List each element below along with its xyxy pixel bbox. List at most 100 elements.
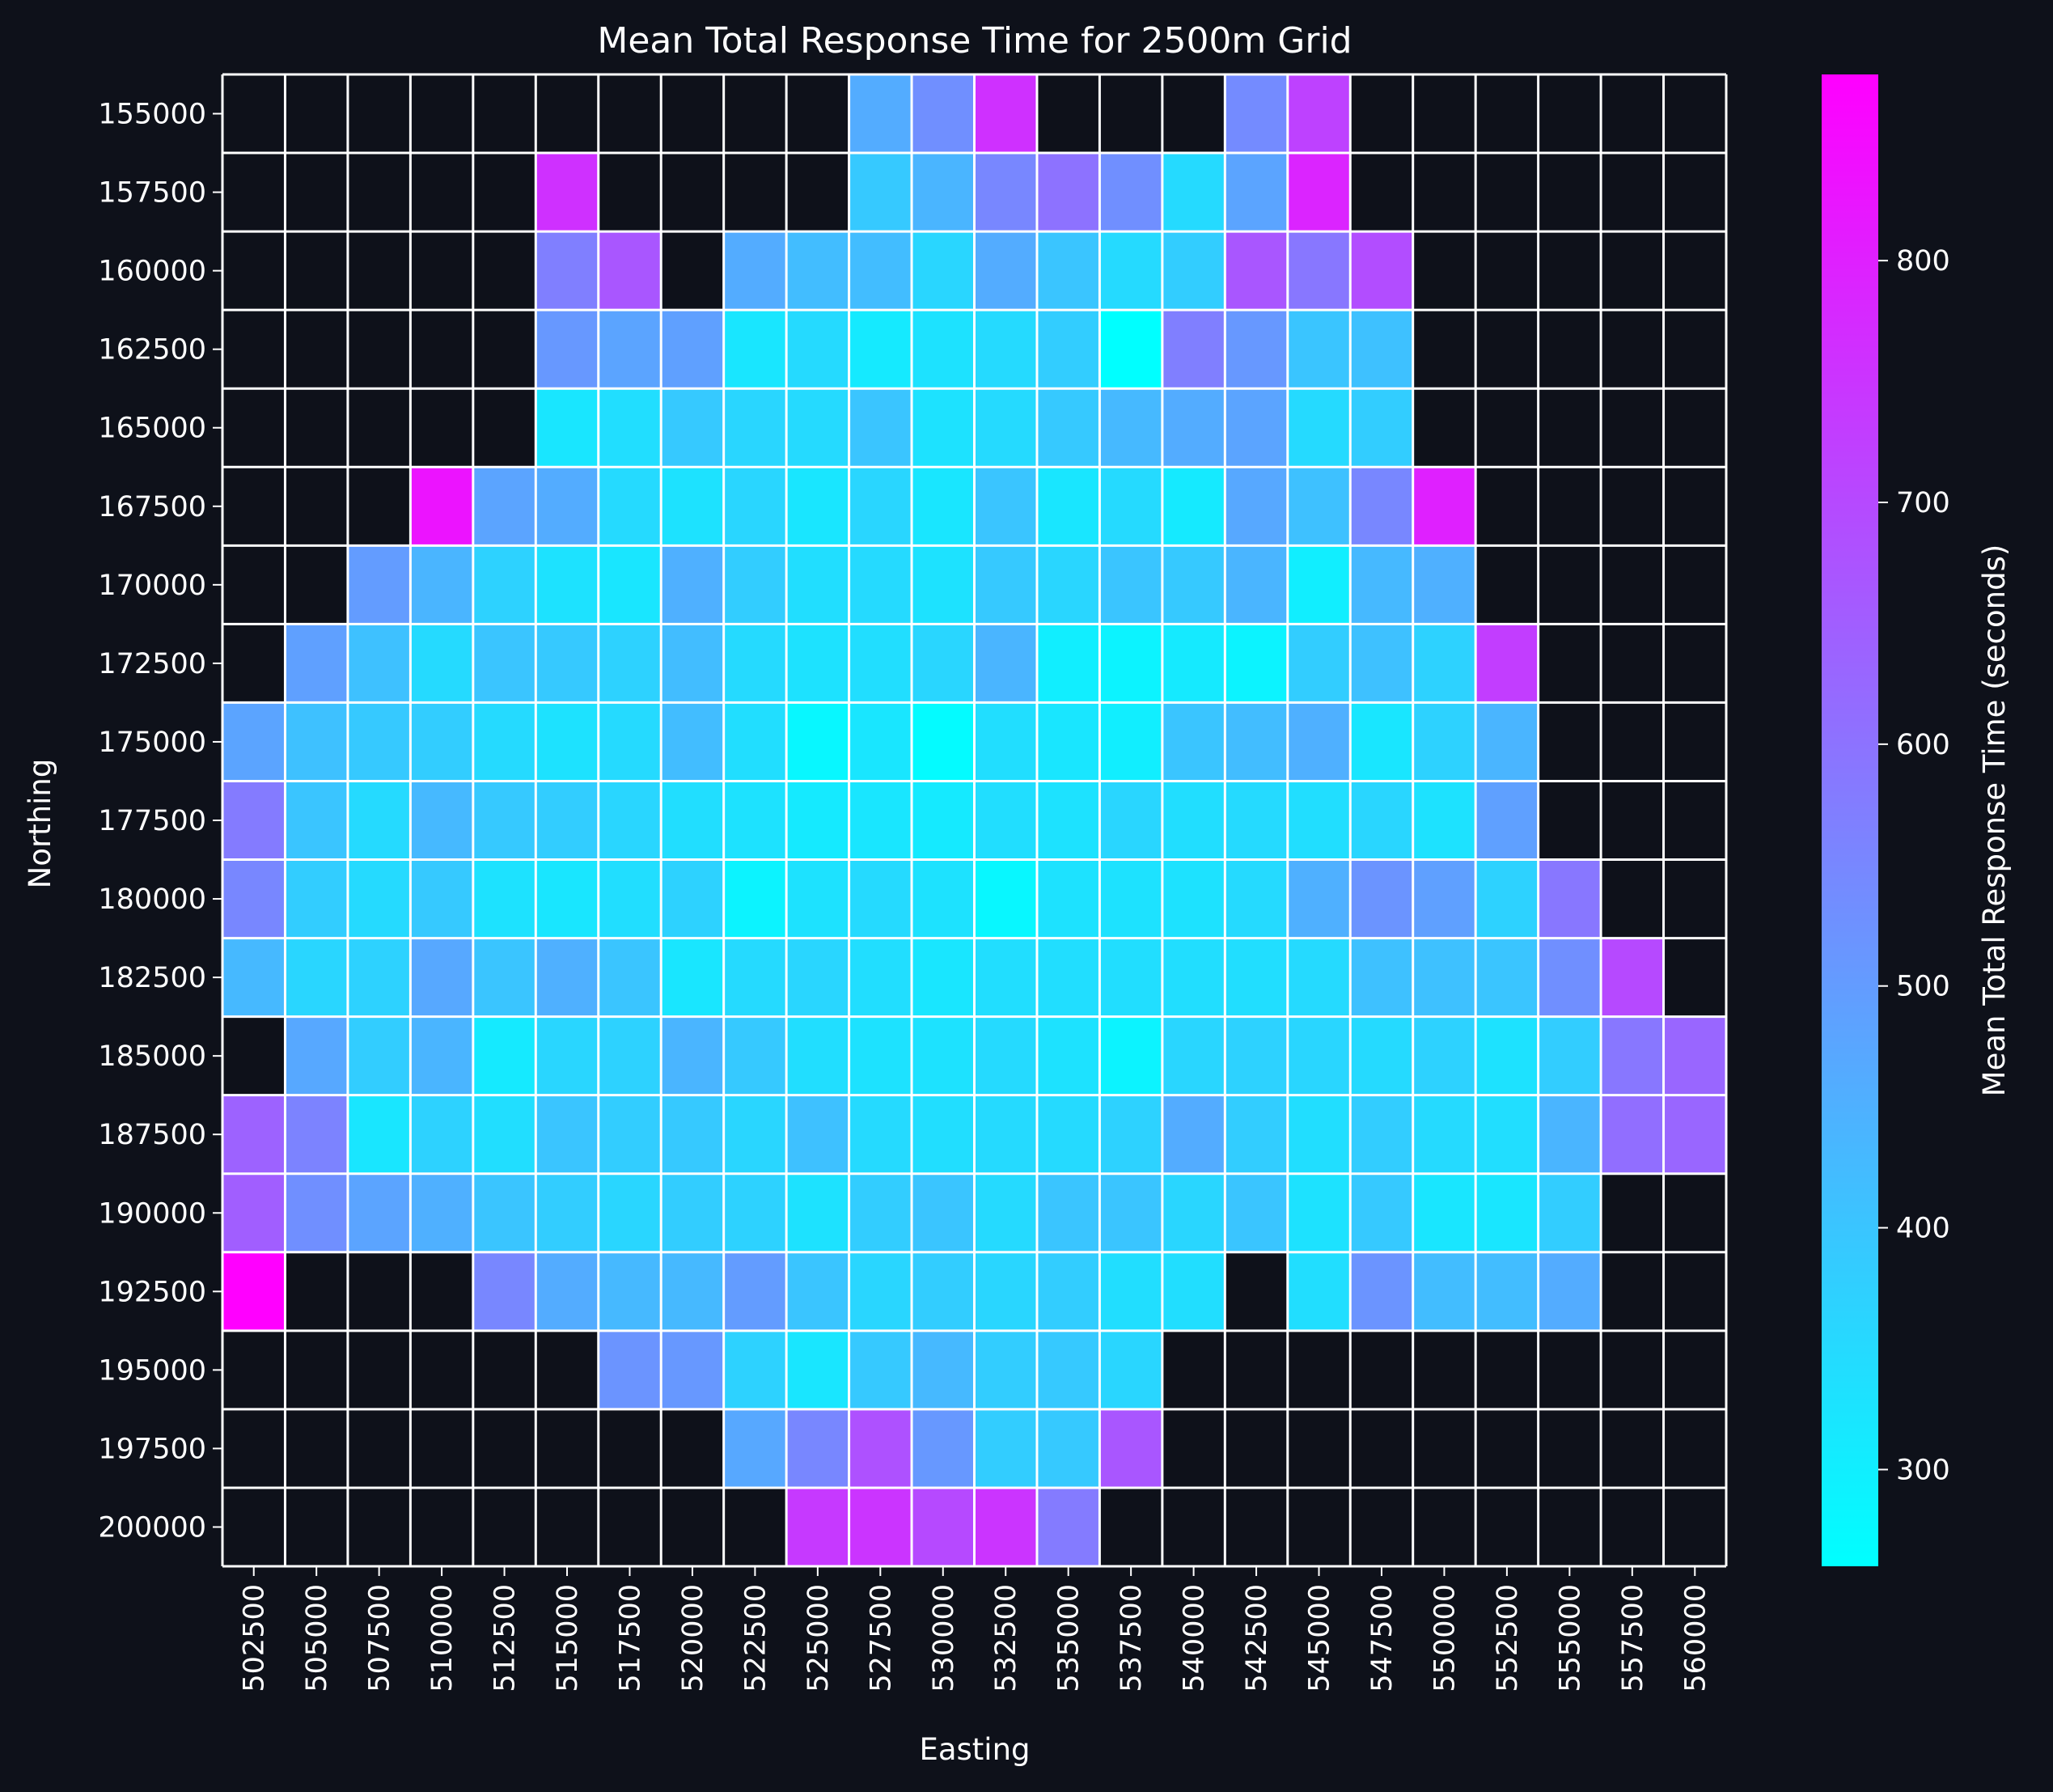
- heatmap-cell: [974, 231, 1037, 311]
- x-tick-label: 507500: [364, 1584, 396, 1692]
- heatmap-cell: [598, 702, 662, 782]
- heatmap-cell: [1099, 545, 1162, 625]
- heatmap-cell: [786, 1409, 849, 1488]
- heatmap-cell: [1412, 938, 1476, 1017]
- heatmap-cell: [1287, 938, 1351, 1017]
- heatmap-cell: [1350, 388, 1413, 468]
- heatmap-cell: [347, 1016, 411, 1095]
- heatmap-cell-empty: [1601, 467, 1664, 546]
- heatmap-cell: [723, 1409, 787, 1488]
- heatmap-cell-empty: [285, 1487, 348, 1566]
- heatmap-cell: [786, 545, 849, 625]
- heatmap-cell: [1225, 153, 1288, 232]
- heatmap-cell: [1162, 310, 1225, 389]
- heatmap-cell-empty: [1475, 545, 1539, 625]
- heatmap-cell-empty: [410, 74, 473, 154]
- heatmap-cell-empty: [1475, 74, 1539, 154]
- heatmap-cell: [661, 938, 724, 1017]
- heatmap-cell-empty: [1412, 1409, 1476, 1488]
- heatmap-cell-empty: [347, 153, 411, 232]
- heatmap-cell: [1036, 1016, 1100, 1095]
- heatmap-cell-empty: [1412, 1487, 1476, 1566]
- heatmap-cell: [786, 467, 849, 546]
- heatmap-cell-empty: [1287, 1330, 1351, 1409]
- heatmap-cell: [410, 467, 473, 546]
- heatmap-cell-empty: [1538, 231, 1602, 311]
- heatmap-cell: [1287, 388, 1351, 468]
- heatmap-cell: [849, 1409, 912, 1488]
- heatmap-cell-empty: [1412, 1330, 1476, 1409]
- heatmap-cell: [598, 624, 662, 703]
- y-tick-label: 185000: [98, 1040, 206, 1073]
- heatmap-cell: [1350, 1016, 1413, 1095]
- heatmap-cell: [1412, 467, 1476, 546]
- heatmap-cell: [1350, 624, 1413, 703]
- heatmap-cell-empty: [222, 231, 286, 311]
- heatmap-cell: [723, 388, 787, 468]
- heatmap-cell: [347, 624, 411, 703]
- heatmap-cell: [535, 545, 599, 625]
- heatmap-cell: [1225, 388, 1288, 468]
- x-tick-label: 537500: [1115, 1584, 1148, 1692]
- heatmap-cell: [786, 702, 849, 782]
- y-axis-ticks: 155000 157500 160000 162500 165000 167500 1700…: [98, 99, 222, 1544]
- heatmap-cell: [974, 74, 1037, 154]
- heatmap-cell-empty: [347, 231, 411, 311]
- heatmap-cell: [1162, 153, 1225, 232]
- heatmap-cell: [410, 702, 473, 782]
- heatmap-cell: [1350, 859, 1413, 938]
- heatmap-cell-empty: [1225, 1409, 1288, 1488]
- heatmap-cell-empty: [472, 1409, 536, 1488]
- heatmap-cell: [974, 467, 1037, 546]
- y-tick-label: 200000: [98, 1511, 206, 1544]
- heatmap-cell: [598, 1016, 662, 1095]
- heatmap-cell: [285, 938, 348, 1017]
- heatmap-cell: [598, 938, 662, 1017]
- heatmap-cell-empty: [1663, 624, 1726, 703]
- heatmap-cell-empty: [661, 153, 724, 232]
- x-tick-label: 540000: [1179, 1584, 1211, 1692]
- heatmap-cell: [1412, 1095, 1476, 1174]
- heatmap-cell-empty: [1601, 781, 1664, 860]
- heatmap-cell: [1225, 545, 1288, 625]
- heatmap-cell: [661, 702, 724, 782]
- heatmap-cell: [535, 781, 599, 860]
- heatmap-cell-empty: [1538, 467, 1602, 546]
- heatmap-cell: [912, 1252, 975, 1331]
- heatmap-cell: [1036, 310, 1100, 389]
- heatmap-cell: [598, 388, 662, 468]
- heatmap-cell: [1350, 545, 1413, 625]
- x-tick-label: 520000: [677, 1584, 709, 1692]
- heatmap-cell-empty: [1601, 1409, 1664, 1488]
- heatmap-cell-empty: [786, 74, 849, 154]
- x-tick-label: 560000: [1679, 1584, 1712, 1692]
- heatmap-cell-empty: [1099, 1487, 1162, 1566]
- heatmap-cell: [347, 859, 411, 938]
- y-tick-label: 187500: [98, 1119, 206, 1151]
- colorbar-tick-label: 500: [1896, 971, 1950, 1003]
- heatmap-cell: [661, 467, 724, 546]
- heatmap-cell-empty: [222, 624, 286, 703]
- heatmap-cell-empty: [410, 1409, 473, 1488]
- heatmap-cell: [472, 545, 536, 625]
- heatmap-cell: [222, 702, 286, 782]
- heatmap-cell: [1162, 1173, 1225, 1252]
- heatmap-cell-empty: [472, 1487, 536, 1566]
- heatmap-cell: [786, 1330, 849, 1409]
- heatmap-cell: [1099, 153, 1162, 232]
- heatmap-cell: [786, 388, 849, 468]
- heatmap-cell-empty: [285, 467, 348, 546]
- heatmap-cell: [1036, 1173, 1100, 1252]
- x-tick-label: 557500: [1617, 1584, 1649, 1692]
- colorbar: [1822, 74, 1878, 1566]
- heatmap-cell-empty: [1350, 1409, 1413, 1488]
- heatmap-cell-empty: [598, 1409, 662, 1488]
- heatmap-cell: [1475, 938, 1539, 1017]
- heatmap-cell: [285, 624, 348, 703]
- heatmap-cell: [1099, 1252, 1162, 1331]
- heatmap-cell: [1036, 467, 1100, 546]
- heatmap-cell: [1099, 467, 1162, 546]
- y-tick-label: 175000: [98, 727, 206, 759]
- heatmap-cell: [410, 624, 473, 703]
- heatmap-cell: [472, 1252, 536, 1331]
